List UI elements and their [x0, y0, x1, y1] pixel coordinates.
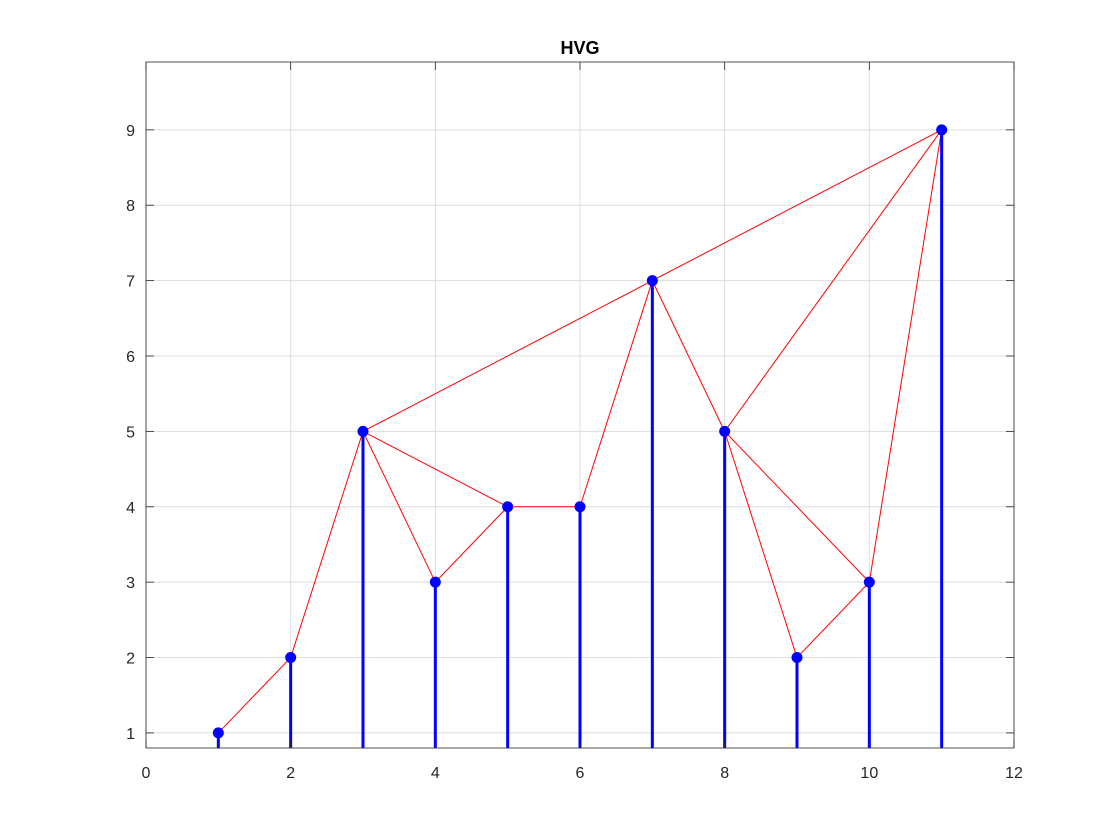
- y-tick-label: 7: [126, 274, 135, 291]
- y-tick-label: 1: [126, 726, 135, 743]
- graph-edge: [362, 280, 653, 432]
- graph-edge: [796, 581, 870, 658]
- stem-marker: [791, 652, 803, 664]
- graph-edges: [217, 129, 943, 734]
- graph-edge: [724, 431, 798, 658]
- graph-edge: [579, 280, 653, 507]
- x-tick-label: 0: [142, 765, 151, 782]
- graph-edge: [217, 657, 292, 734]
- stem-marker: [429, 576, 441, 588]
- chart-title: HVG: [560, 38, 599, 58]
- y-tick-label: 9: [126, 123, 135, 140]
- x-tick-label: 4: [431, 765, 440, 782]
- x-tick-label: 8: [720, 765, 729, 782]
- graph-edge: [652, 129, 942, 282]
- y-tick-label: 5: [126, 424, 135, 441]
- stem-marker: [719, 425, 731, 437]
- y-tick-label: 8: [126, 198, 135, 215]
- y-tick-label: 4: [126, 500, 135, 517]
- y-tick-label: 3: [126, 575, 135, 592]
- stem-marker: [646, 275, 658, 287]
- x-tick-label: 2: [286, 765, 295, 782]
- stem-series: [212, 124, 948, 748]
- stem-marker: [936, 124, 948, 136]
- stem-marker: [863, 576, 875, 588]
- graph-edge: [434, 506, 509, 583]
- y-tick-label: 6: [126, 349, 135, 366]
- graph-edge: [724, 431, 870, 583]
- stem-marker: [357, 425, 369, 437]
- x-tick-label: 6: [576, 765, 585, 782]
- graph-edge: [724, 129, 943, 432]
- graph-edge: [290, 431, 364, 658]
- graph-edge: [868, 129, 943, 583]
- stem-marker: [574, 501, 586, 513]
- x-tick-label: 10: [860, 765, 878, 782]
- stem-marker: [285, 652, 297, 664]
- x-tick-label: 12: [1005, 765, 1023, 782]
- stem-marker: [502, 501, 514, 513]
- graph-edge: [651, 280, 726, 432]
- stem-marker: [212, 727, 224, 739]
- y-tick-label: 2: [126, 651, 135, 668]
- graph-edge: [362, 430, 508, 508]
- graph-edge: [362, 431, 436, 583]
